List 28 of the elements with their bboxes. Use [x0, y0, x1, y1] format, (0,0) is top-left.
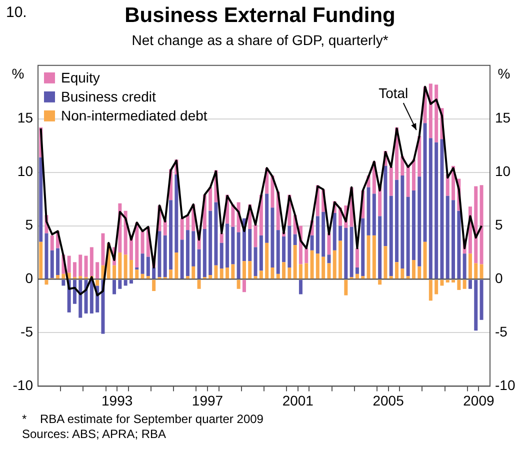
y2-tick-label: 5 [495, 216, 503, 233]
x-tick-label: 1997 [192, 392, 224, 408]
text: * RBA estimate for September quarter 2009 [22, 412, 264, 426]
y-tick-label: 5 [25, 216, 34, 233]
legend-label: Equity [61, 69, 100, 86]
y-tick-label: 0 [25, 270, 34, 286]
chart-title: Business External Funding [124, 4, 396, 27]
y-tick-label: 10 [17, 163, 34, 180]
y2-tick-label: -5 [495, 324, 508, 340]
y2-tick-label: 10 [495, 163, 511, 180]
y-tick-label: -5 [20, 324, 34, 340]
x-tick-label: 2001 [282, 392, 314, 408]
x-tick-label: 1993 [102, 392, 133, 408]
x-tick-label: 2005 [372, 392, 404, 408]
y2-axis-title: % [498, 65, 510, 82]
y2-tick-label: 0 [495, 270, 503, 286]
annotation: Total [378, 84, 408, 101]
y-tick-label: 15 [17, 110, 34, 126]
y-tick-label: -10 [12, 377, 34, 394]
x-tick-label: 2009 [463, 392, 494, 408]
text: 10. [6, 4, 27, 21]
source-note: Sources: ABS; APRA; RBA [22, 427, 166, 441]
y2-tick-label: -10 [495, 377, 516, 394]
y-axis-title: % [12, 65, 24, 82]
chart-subtitle: Net change as a share of GDP, quarterly* [130, 32, 390, 48]
legend-label: Non-intermediated debt [61, 107, 208, 124]
y2-tick-label: 15 [495, 110, 511, 126]
legend-label: Business credit [61, 88, 156, 104]
